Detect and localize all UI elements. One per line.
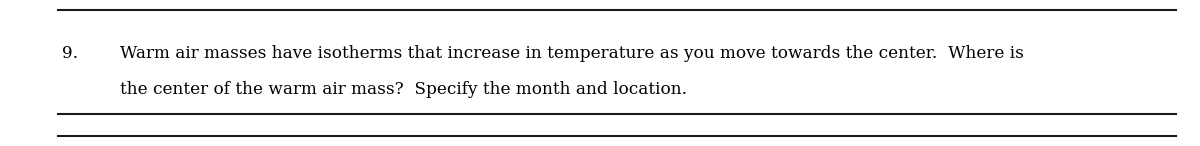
Text: Warm air masses have isotherms that increase in temperature as you move towards : Warm air masses have isotherms that incr… [120, 45, 1024, 62]
Text: the center of the warm air mass?  Specify the month and location.: the center of the warm air mass? Specify… [120, 81, 688, 98]
Text: 9.: 9. [62, 45, 78, 62]
